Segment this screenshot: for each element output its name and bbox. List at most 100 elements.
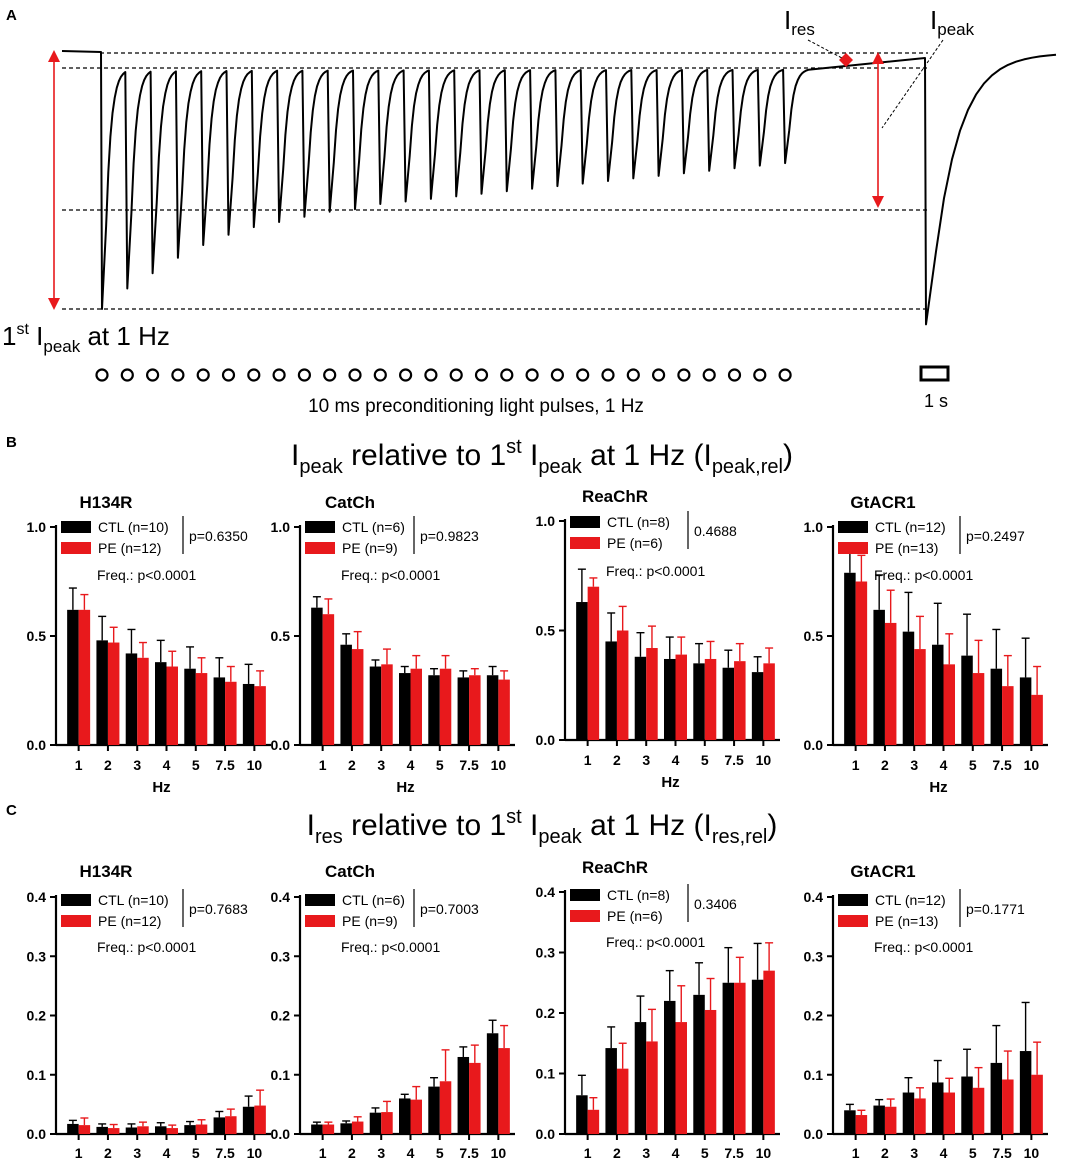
light-pulse-circle [626,368,640,382]
b-heading-b-sup: st [506,436,522,458]
y-tick-label: 0.1 [804,1067,824,1083]
bar-ctl [155,1126,167,1134]
x-tick-label: 1 [852,757,860,773]
panel-b-heading: Ipeak relative to 1st Ipeak at 1 Hz (Ipe… [291,436,793,478]
legend-swatch-ctl [305,894,335,906]
last-peak-arrow [872,52,884,208]
chart-title: GtACR1 [850,493,915,512]
legend-swatch-ctl [61,894,91,906]
bar-pe [734,982,746,1134]
x-axis-label: Hz [152,779,170,796]
y-tick-label: 0.3 [536,945,556,961]
legend-swatch-pe [838,915,868,927]
bar-ctl [664,1000,676,1134]
freq-p-value: Freq.: p<0.0001 [874,939,973,955]
c-heading-a-sub: res [315,826,343,848]
p-value: p=0.7003 [420,901,479,917]
x-tick-label: 10 [756,752,772,768]
y-tick-label: 1.0 [271,519,291,535]
legend-label: PE (n=12) [98,540,161,556]
light-pulses [95,368,792,382]
bar-ctl [184,1125,196,1134]
b-heading-a-sub: peak [299,456,343,478]
current-trace [61,50,1057,326]
bar-pe [107,1128,120,1134]
bar-pe [704,658,717,740]
x-tick-label: 4 [163,757,171,773]
legend-label: PE (n=9) [342,540,398,556]
bar-ctl [1019,677,1032,745]
bar-ctl [311,1124,323,1134]
y-tick-label: 0.0 [271,737,291,753]
b-heading-b: relative to 1 [343,439,506,472]
x-tick-label: 7.5 [459,757,479,773]
bar-ctl [399,673,411,745]
chart-title: CatCh [325,493,375,512]
y-tick-label: 0.0 [27,737,47,753]
light-pulse-circle [753,368,767,382]
x-tick-label: 1 [319,1145,327,1161]
y-tick-label: 0.3 [27,948,47,964]
bar-pe [498,1048,510,1134]
legend-label: PE (n=6) [607,908,663,924]
y-tick-label: 0.0 [804,1126,824,1142]
light-pulse-circle [424,368,438,382]
bar-ctl [873,609,885,745]
bar-pe [137,657,149,745]
x-tick-label: 1 [852,1145,860,1161]
x-tick-label: 5 [701,752,709,768]
x-tick-label: 1 [75,757,83,773]
light-pulse-circle [196,368,210,382]
bar-pe [1031,1074,1043,1134]
bar-ctl [693,994,705,1134]
bar-pe [439,668,452,745]
light-pulse-circle [576,368,590,382]
bar-ctl [369,1112,382,1134]
x-tick-label: 1 [319,757,327,773]
bar-pe [616,630,629,740]
bar-ctl [961,655,973,745]
bar-pe [675,654,687,740]
y-tick-label: 0.3 [804,948,824,964]
bar-pe [914,1098,926,1134]
bar-pe [166,666,178,745]
x-tick-label: 7.5 [215,757,235,773]
x-axis-label: Hz [661,774,679,791]
x-tick-label: 1 [584,1145,592,1161]
x-tick-label: 4 [940,1145,948,1161]
bar-ctl [693,663,705,740]
freq-p-value: Freq.: p<0.0001 [606,563,705,579]
c-heading-a: I [307,809,315,842]
y-tick-label: 1.0 [536,513,556,529]
c-heading-c: I [522,809,539,842]
legend-swatch-pe [305,915,335,927]
p-value: p=0.1771 [966,901,1025,917]
bar-chart-B-CatCh: CatCh 0.0 0.5 1.0 1 2 3 4 5 7.5 10 Hz CTL (n=6) PE (n… [271,493,515,796]
light-pulse-circle [323,368,337,382]
panel-a: A Ires Ipeak 1st Ipeak at 1 H [2,5,1057,417]
bar-pe [166,1128,178,1134]
x-tick-label: 2 [104,1145,112,1161]
bar-ctl [125,653,138,745]
legend-swatch-ctl [570,889,600,901]
y-tick-label: 1.0 [804,519,824,535]
y-tick-label: 0.5 [27,628,47,644]
legend-swatch-ctl [61,521,91,533]
bar-pe [884,622,897,745]
panel-b: B Ipeak relative to 1st Ipeak at 1 Hz (I… [6,434,793,478]
legend-swatch-ctl [570,516,600,528]
legend-label: CTL (n=12) [875,892,946,908]
charts-layer: H134R 0.0 0.5 1.0 1 2 3 4 5 7.5 10 Hz CTL (n=10) PE (… [27,487,1048,1161]
bar-ctl [457,1056,470,1134]
bar-pe [439,1081,452,1134]
bar-ctl [155,662,167,745]
p-value: p=0.9823 [420,528,479,544]
y-tick-label: 0.2 [804,1008,824,1024]
bar-ctl [605,641,617,740]
x-tick-label: 3 [133,1145,141,1161]
legend-label: CTL (n=10) [98,519,169,535]
legend-swatch-pe [61,915,91,927]
